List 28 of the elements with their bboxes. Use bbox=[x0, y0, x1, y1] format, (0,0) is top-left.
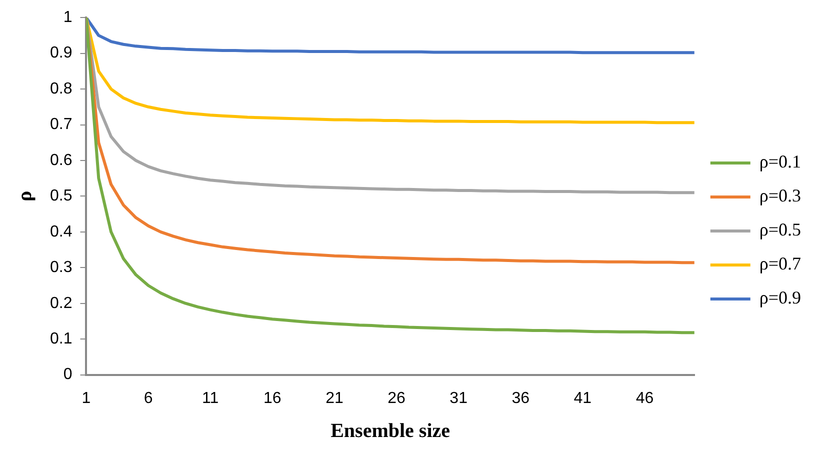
x-tick-label: 36 bbox=[512, 390, 530, 407]
x-tick-label: 16 bbox=[264, 390, 282, 407]
y-tick-label: 1 bbox=[63, 9, 72, 26]
y-tick-label: 0 bbox=[63, 366, 72, 384]
x-axis-title: Ensemble size bbox=[330, 420, 450, 442]
legend-label: ρ=0.1 bbox=[759, 152, 802, 172]
y-tick-label: 0.4 bbox=[50, 223, 72, 240]
x-tick-label: 6 bbox=[144, 390, 153, 407]
y-axis-title: ρ bbox=[14, 190, 36, 202]
legend-label: ρ=0.9 bbox=[759, 288, 802, 308]
x-tick-label: 31 bbox=[450, 390, 468, 407]
y-tick-label: 0.1 bbox=[50, 330, 72, 348]
x-tick-label: 1 bbox=[82, 390, 91, 407]
x-tick-label: 21 bbox=[326, 390, 344, 407]
legend-label: ρ=0.5 bbox=[759, 220, 802, 240]
x-tick-label: 41 bbox=[574, 390, 592, 407]
y-tick-label: 0.6 bbox=[50, 152, 72, 169]
y-tick-label: 0.8 bbox=[50, 80, 72, 98]
y-tick-label: 0.3 bbox=[50, 259, 72, 276]
x-tick-label: 11 bbox=[202, 390, 219, 407]
y-tick-label: 0.2 bbox=[50, 294, 72, 312]
y-tick-label: 0.7 bbox=[50, 116, 72, 134]
x-tick-label: 46 bbox=[636, 390, 654, 407]
legend-label: ρ=0.7 bbox=[759, 254, 802, 274]
x-tick-label: 26 bbox=[388, 390, 406, 407]
legend-label: ρ=0.3 bbox=[759, 186, 802, 206]
y-tick-label: 0.5 bbox=[50, 188, 72, 205]
y-tick-label: 0.9 bbox=[50, 44, 72, 62]
